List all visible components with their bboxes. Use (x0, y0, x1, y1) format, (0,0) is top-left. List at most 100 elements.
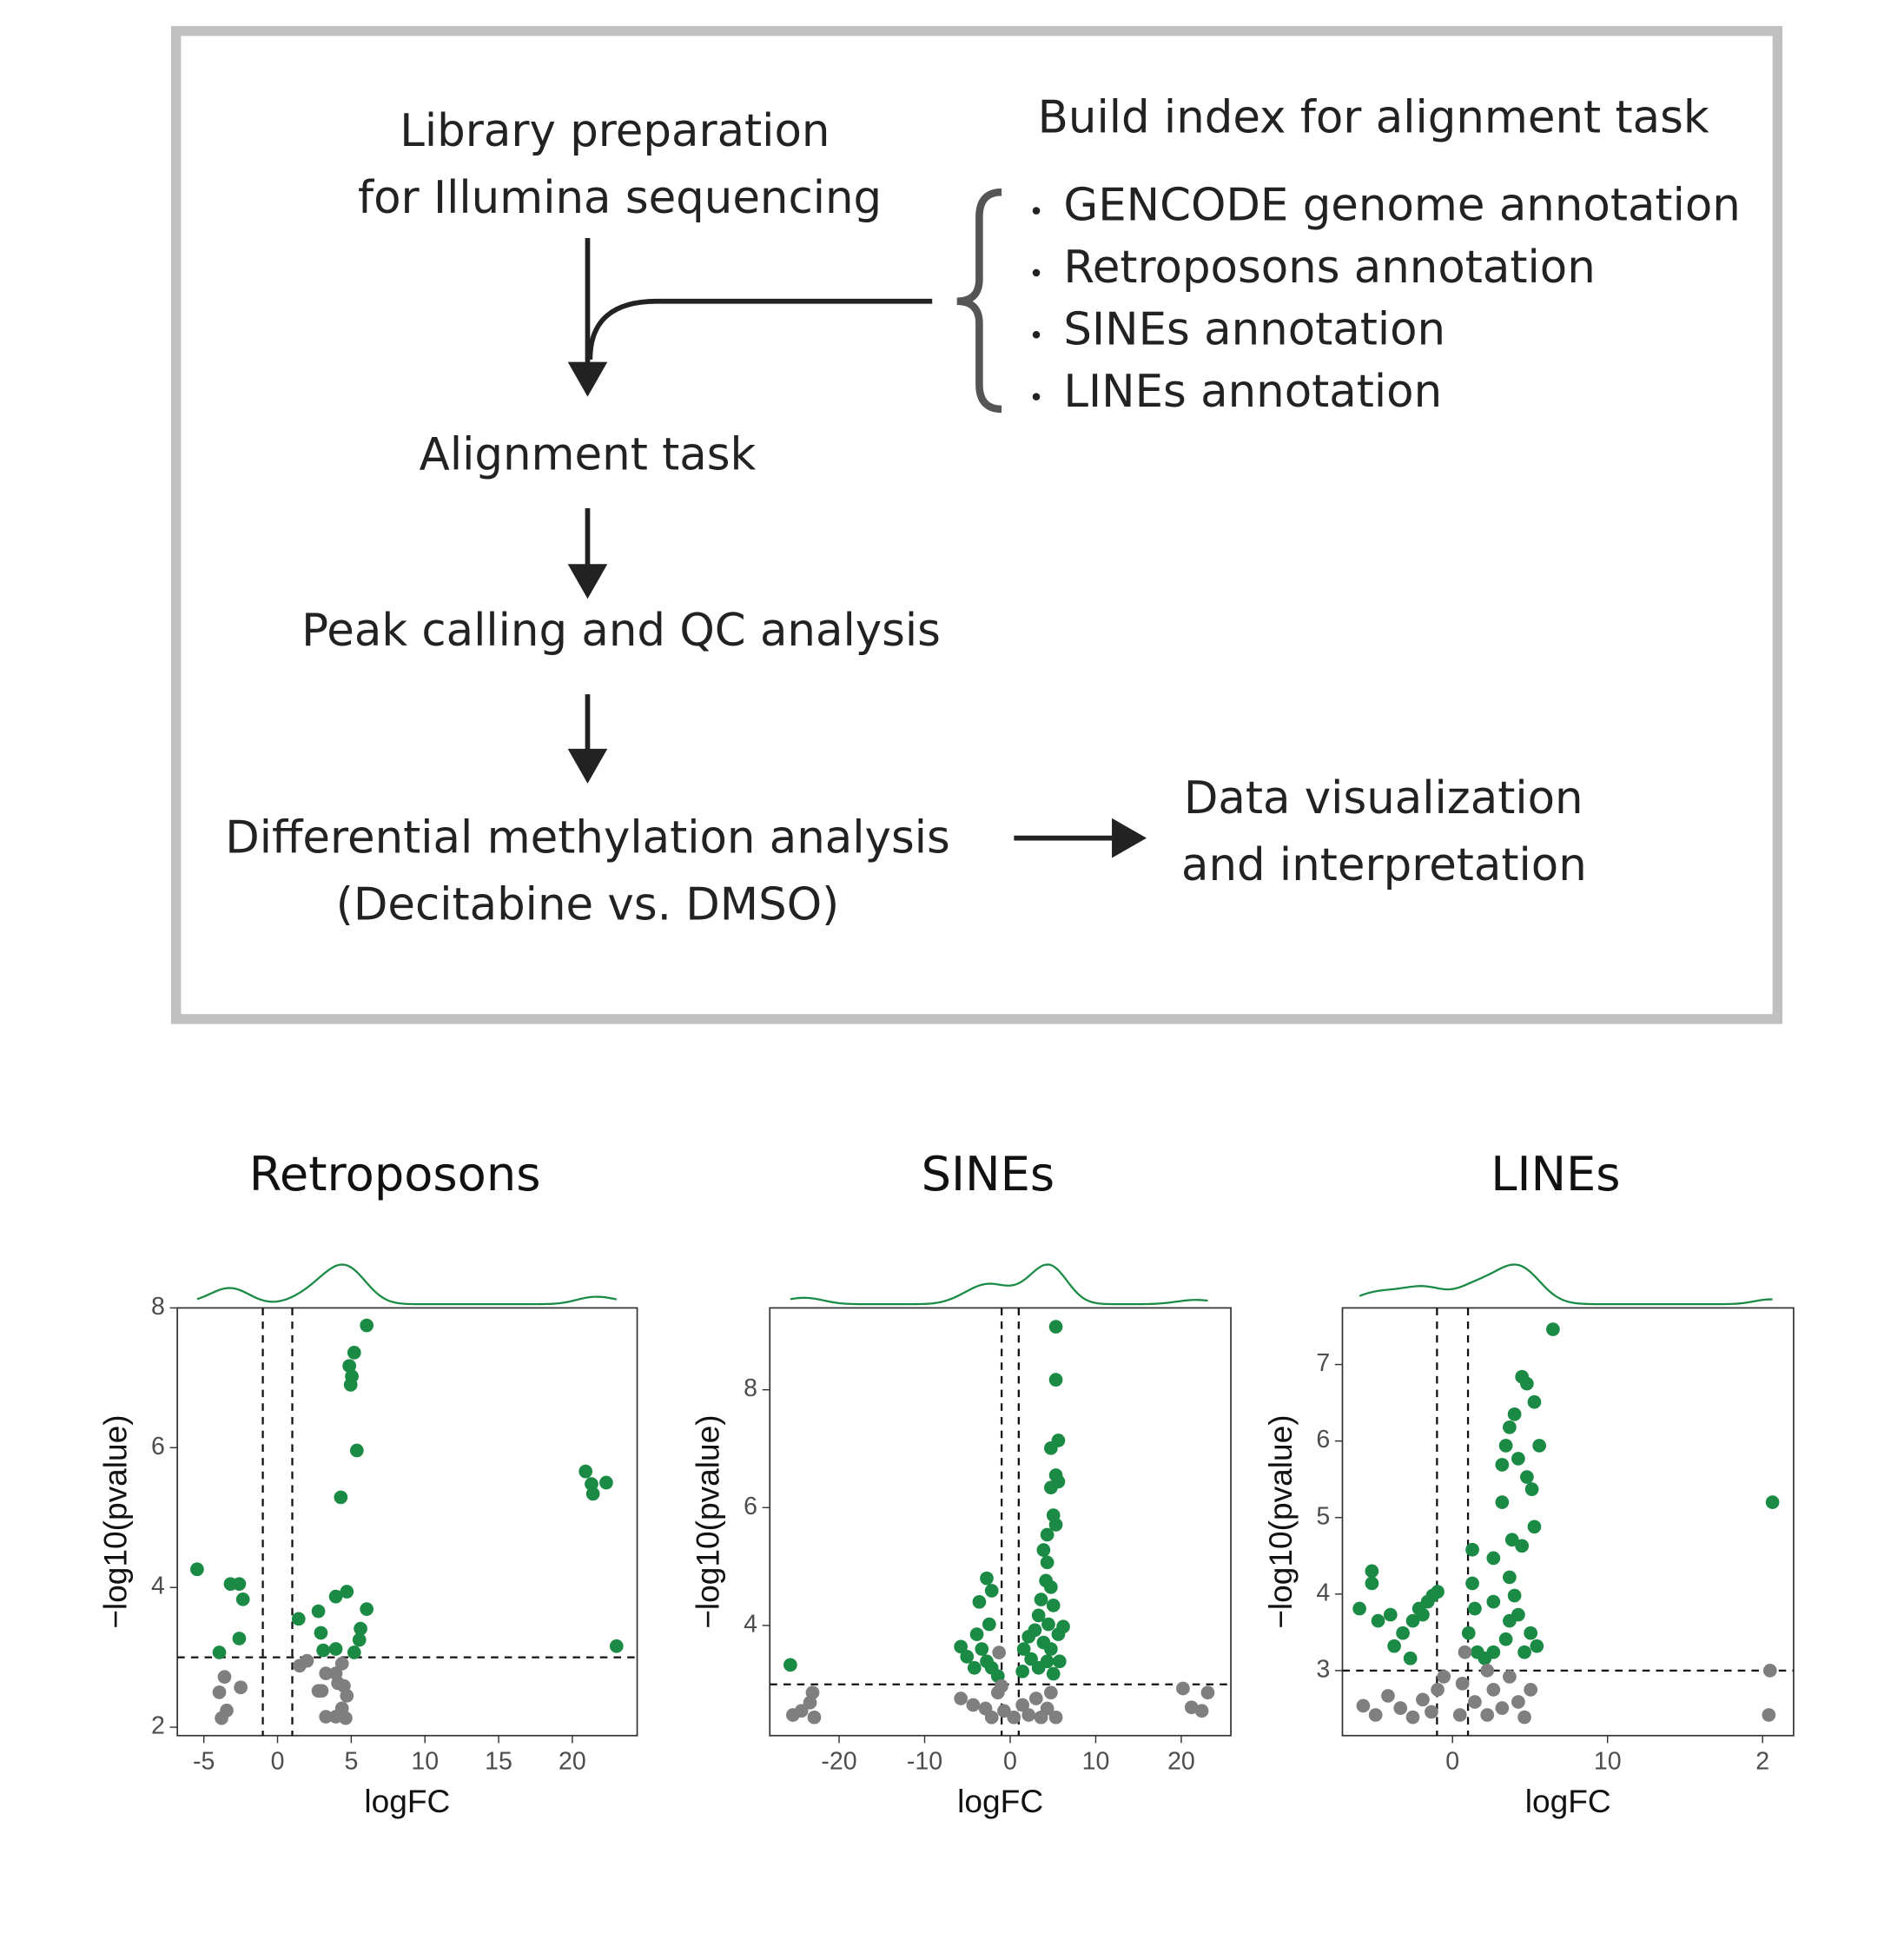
point (354, 1621, 367, 1636)
point (794, 1704, 809, 1718)
point (966, 1698, 981, 1712)
point (235, 1592, 250, 1606)
point (1041, 1617, 1055, 1632)
bullet (1032, 330, 1041, 339)
point (291, 1612, 306, 1626)
point (334, 1657, 349, 1671)
plot-frame (769, 1307, 1232, 1737)
point (1465, 1576, 1479, 1591)
output-text: Data visualization (1184, 772, 1583, 824)
y-tick-label: 6 (1316, 1426, 1330, 1453)
point (319, 1710, 334, 1724)
x-axis-label: logFC (1525, 1783, 1611, 1819)
point (1503, 1670, 1517, 1684)
x-tick-label: 10 (1594, 1748, 1622, 1776)
density-curve (1359, 1263, 1773, 1306)
point (984, 1584, 999, 1598)
point (980, 1571, 994, 1586)
point (1486, 1683, 1501, 1697)
y-tick-label: 3 (1316, 1655, 1330, 1683)
step-text: Alignment task (420, 429, 757, 481)
point (1403, 1651, 1418, 1665)
point (1495, 1701, 1510, 1715)
point (967, 1660, 982, 1675)
arrow (587, 298, 933, 360)
point (1486, 1551, 1501, 1566)
y-tick-label: 7 (1316, 1349, 1330, 1377)
point (319, 1666, 334, 1680)
point (1044, 1480, 1058, 1495)
x-tick-label: 10 (1082, 1748, 1110, 1776)
y-tick-label: 6 (744, 1493, 757, 1520)
point (1431, 1585, 1445, 1599)
point (1480, 1708, 1495, 1722)
chart-title: LINEs (1491, 1147, 1620, 1202)
point (1040, 1527, 1054, 1542)
point (1517, 1710, 1531, 1725)
point (1405, 1613, 1420, 1628)
point (1425, 1705, 1438, 1719)
point (343, 1378, 358, 1392)
x-tick-label: 0 (1003, 1748, 1017, 1776)
point (215, 1711, 228, 1725)
point (997, 1704, 1011, 1718)
point (1507, 1588, 1522, 1603)
x-axis-label: logFC (364, 1783, 450, 1819)
point (1461, 1626, 1476, 1640)
point (1393, 1701, 1408, 1715)
y-axis-label: −log10(pvalue) (690, 1414, 726, 1628)
point (1044, 1440, 1058, 1455)
point (1194, 1704, 1209, 1718)
arrowhead (567, 564, 608, 599)
density-curve (196, 1263, 618, 1306)
y-tick-label: 5 (1316, 1502, 1330, 1530)
point (212, 1645, 227, 1659)
point (1176, 1681, 1190, 1696)
point (1468, 1601, 1482, 1616)
point (314, 1626, 328, 1640)
point (1515, 1539, 1530, 1553)
point (1524, 1626, 1538, 1640)
arrowhead (1112, 818, 1147, 858)
point (1455, 1676, 1470, 1691)
point (1503, 1420, 1517, 1434)
point (578, 1464, 593, 1479)
point (232, 1632, 247, 1645)
y-tick-label: 4 (744, 1610, 757, 1638)
point (972, 1594, 987, 1609)
point (1524, 1683, 1538, 1697)
volcano-plot: Retroposons logFC −log10(pvalue) -5 0 5 10 15 20… (96, 1147, 638, 1819)
volcano-plot: LINEs logFC −log10(pvalue) 0 10 2 3 4 5 6 7 (1262, 1147, 1795, 1819)
y-axis-label: −log10(pvalue) (1262, 1414, 1299, 1628)
point (1532, 1439, 1547, 1453)
x-tick-label: -20 (821, 1748, 856, 1776)
point (1036, 1543, 1051, 1557)
point (1765, 1495, 1780, 1509)
point (1546, 1322, 1560, 1336)
point (609, 1639, 624, 1653)
point (1371, 1613, 1385, 1628)
index-item: LINEs annotation (1063, 366, 1442, 418)
point (1387, 1639, 1401, 1653)
arrows (585, 188, 1116, 841)
point (954, 1692, 968, 1705)
point (352, 1632, 367, 1647)
point (1416, 1607, 1430, 1622)
point (232, 1577, 247, 1592)
index-list: GENCODE genome annotation Retroposons an… (1032, 180, 1741, 418)
point (1031, 1660, 1046, 1675)
bullet (1032, 393, 1041, 401)
plot-frame (176, 1307, 638, 1737)
brace (956, 188, 1002, 414)
point (995, 1679, 1008, 1693)
point (984, 1710, 999, 1725)
step-text: Differential methylation analysis (225, 811, 950, 864)
point (1405, 1710, 1420, 1725)
point (340, 1585, 354, 1599)
point (1527, 1520, 1542, 1534)
point (599, 1475, 613, 1490)
point (1527, 1394, 1542, 1409)
point (1507, 1407, 1522, 1421)
index-item: GENCODE genome annotation (1063, 180, 1740, 232)
step-text: Library preparation (400, 105, 830, 157)
